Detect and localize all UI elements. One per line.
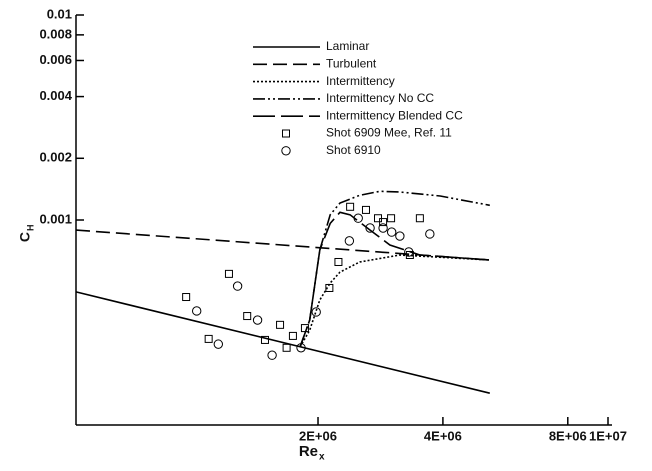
y-tick-label: 0.004 (39, 88, 72, 103)
data-point (191, 306, 202, 316)
x-tick-label: 2E+06 (299, 428, 337, 443)
y-tick-label: 0.001 (39, 211, 72, 226)
data-point (276, 320, 285, 329)
data-point (300, 324, 309, 333)
data-point (405, 250, 414, 259)
data-point (288, 331, 297, 340)
x-tick-label: 8E+06 (549, 428, 587, 443)
y-tick-label: 0.008 (39, 26, 72, 41)
legend-label: Intermittency Blended CC (326, 108, 463, 122)
data-point (311, 307, 321, 317)
data-point (379, 218, 388, 227)
legend-marker (282, 129, 290, 138)
data-point (213, 339, 224, 349)
legend-label: Turbulent (326, 56, 377, 70)
data-point (204, 334, 213, 343)
legend-label: Shot 6909 Mee, Ref. 11 (326, 126, 452, 140)
data-point (334, 257, 343, 266)
y-tick-label: 0.006 (39, 52, 72, 67)
x-tick-label: 1E+07 (589, 428, 627, 443)
legend-label: Intermittency No CC (326, 91, 434, 105)
data-point (267, 350, 277, 360)
data-point (386, 227, 397, 237)
data-point (346, 202, 355, 211)
data-point (378, 223, 388, 233)
series-line (299, 211, 490, 348)
y-tick-label: 0.01 (47, 6, 72, 21)
data-point (243, 312, 252, 321)
x-axis-label: Re (299, 443, 318, 460)
legend-label: Intermittency (326, 74, 395, 88)
data-point (361, 205, 370, 214)
data-point (395, 231, 405, 241)
data-point (282, 343, 291, 352)
series-line (75, 291, 490, 394)
data-point (325, 283, 334, 292)
data-point (353, 213, 363, 223)
data-point (344, 236, 355, 246)
series-line (299, 190, 490, 348)
data-point (387, 214, 396, 223)
data-point (182, 293, 191, 302)
legend-label: Laminar (326, 39, 369, 53)
y-tick-label: 0.002 (39, 150, 72, 165)
series-line (299, 254, 490, 348)
data-point (296, 343, 306, 353)
data-point (415, 214, 424, 223)
x-tick-label: 4E+06 (424, 428, 462, 443)
y-axis-label-sub: H (25, 225, 35, 232)
data-point (252, 315, 263, 325)
x-axis-label-sub: x (319, 452, 325, 463)
legend-marker (281, 146, 291, 156)
data-point (224, 269, 233, 278)
data-point (404, 247, 414, 257)
data-point (260, 335, 269, 344)
y-axis-label: C (17, 232, 33, 242)
data-point (232, 281, 243, 291)
data-point (425, 229, 435, 239)
y-axis-label-group: C H (17, 225, 36, 243)
data-point (365, 223, 375, 233)
legend-label: Shot 6910 (326, 143, 381, 157)
